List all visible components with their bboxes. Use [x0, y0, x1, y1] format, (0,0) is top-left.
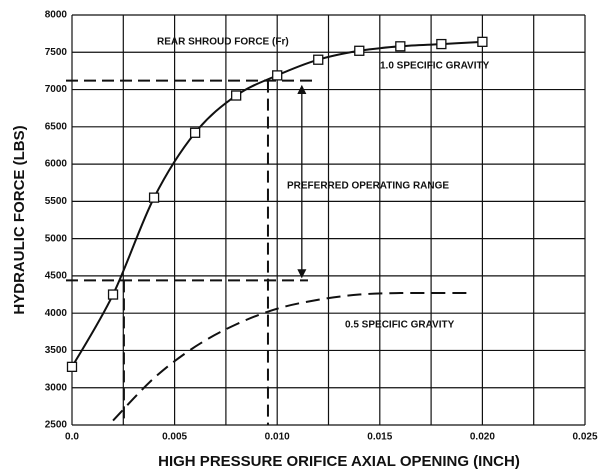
y-axis-title: HYDRAULIC FORCE (LBS) — [11, 125, 28, 314]
y-tick-label: 5500 — [45, 196, 68, 207]
marker — [354, 45, 365, 56]
marker — [148, 192, 160, 203]
y-tick-label: 8000 — [45, 10, 68, 21]
y-tick-label: 3500 — [45, 345, 68, 356]
marker — [107, 289, 119, 300]
marker — [272, 70, 283, 81]
x-axis-title: HIGH PRESSURE ORIFICE AXIAL OPENING (INC… — [158, 453, 520, 470]
marker — [66, 361, 78, 373]
marker — [313, 54, 324, 65]
y-tick-label: 6000 — [45, 159, 68, 170]
y-tick-label: 5000 — [45, 233, 68, 244]
y-tick-label: 2500 — [45, 420, 68, 431]
annotation: PREFERRED OPERATING RANGE — [287, 181, 449, 192]
series-line — [112, 291, 473, 422]
marker — [477, 36, 488, 47]
series-label: 1.0 SPECIFIC GRAVITY — [380, 61, 490, 72]
x-tick-label: 0.025 — [572, 432, 597, 443]
y-tick-label: 6500 — [45, 121, 68, 132]
series-line — [71, 40, 483, 368]
x-tick-label: 0.010 — [265, 432, 290, 443]
marker — [395, 41, 406, 52]
y-tick-label: 4000 — [45, 308, 68, 319]
series-label: 0.5 SPECIFIC GRAVITY — [345, 320, 455, 331]
x-tick-label: 0.015 — [367, 432, 392, 443]
x-tick-label: 0.0 — [65, 432, 79, 443]
y-tick-label: 7000 — [45, 84, 68, 95]
y-tick-label: 7500 — [45, 47, 68, 58]
marker — [436, 38, 447, 50]
marker — [231, 90, 242, 101]
y-tick-label: 3000 — [45, 382, 68, 393]
x-tick-label: 0.020 — [470, 432, 495, 443]
y-tick-label: 4500 — [45, 271, 68, 282]
annotation: REAR SHROUD FORCE (Fr) — [157, 37, 289, 48]
x-tick-label: 0.005 — [162, 432, 187, 443]
marker — [189, 127, 201, 138]
